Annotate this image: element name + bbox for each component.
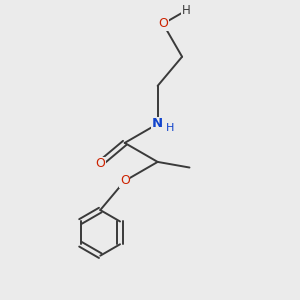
Text: H: H	[166, 123, 174, 133]
Text: N: N	[152, 117, 163, 130]
Text: O: O	[158, 17, 168, 30]
Text: O: O	[120, 174, 130, 188]
Text: H: H	[182, 4, 190, 17]
Text: O: O	[95, 157, 105, 170]
